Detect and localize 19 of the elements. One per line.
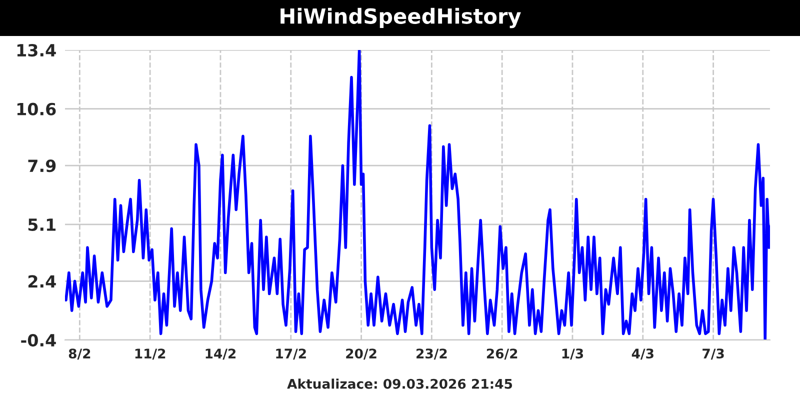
text: Aktualizace: 09.03.2026 21:45 [287, 378, 512, 389]
y-tick-label: 7.9 [28, 160, 56, 172]
x-tick-label: 23/2 [416, 348, 447, 360]
x-tick-label: 4/3 [632, 348, 654, 360]
x-tick-label: 17/2 [276, 348, 306, 360]
y-tick-label: -0.4 [21, 334, 56, 347]
chart-title: HiWindSpeedHistory [280, 8, 521, 28]
y-tick-label: 5.1 [28, 218, 56, 231]
x-tick-label: 14/2 [206, 348, 236, 360]
y-tick-label: 10.6 [17, 102, 56, 116]
y-tick-label: 13.4 [17, 44, 56, 57]
x-tick-label: 11/2 [135, 348, 166, 360]
x-tick-label: 1/3 [562, 348, 584, 360]
x-tick-label: 20/2 [346, 348, 376, 360]
y-tick-label: 2.4 [28, 275, 56, 288]
x-tick-label: 7/3 [702, 348, 724, 360]
x-tick-label: 26/2 [486, 348, 518, 360]
x-tick-label: 8/2 [68, 348, 90, 360]
line-series [65, 50, 770, 340]
